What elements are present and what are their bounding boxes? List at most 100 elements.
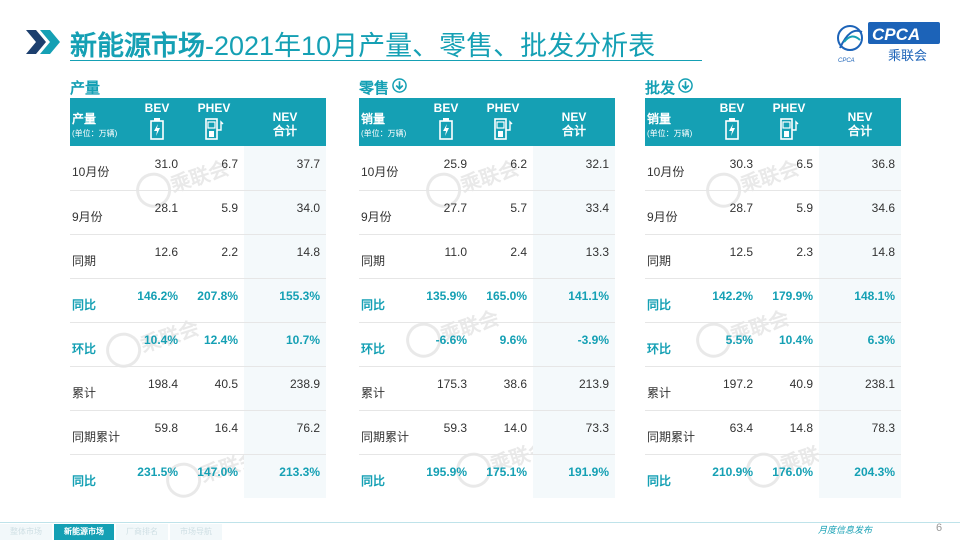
table-row: 同期累计 59.8 16.4 76.2: [70, 410, 326, 455]
table-row: 9月份 28.7 5.9 34.6: [645, 190, 901, 235]
table-row: 累计 197.2 40.9 238.1: [645, 366, 901, 411]
row-label: 同比: [72, 473, 97, 488]
bev-value: 12.6: [130, 234, 184, 279]
nev-header: NEV 合计: [819, 98, 901, 146]
bev-value: 11.0: [419, 234, 473, 279]
panel-title: 批发: [645, 76, 901, 98]
nev-value: 34.6: [819, 190, 901, 235]
header-label: 销量: [647, 112, 672, 126]
row-label: 环比: [70, 322, 130, 367]
nev-value: 33.4: [533, 190, 615, 235]
page-number: 6: [936, 522, 943, 534]
table-row: 环比 5.5% 10.4% 6.3%: [645, 322, 901, 367]
nev-value: 34.0: [244, 190, 326, 235]
phev-header: PHEV: [759, 98, 819, 146]
table-row: 同比 210.9% 176.0% 204.3%: [645, 454, 901, 498]
logo-subtext: 乘联会: [888, 49, 927, 64]
table-row: 9月份 27.7 5.7 33.4: [359, 190, 615, 235]
unit-label: (单位：万辆): [72, 129, 118, 138]
nev-value: -3.9%: [533, 322, 615, 367]
bev-value: 28.1: [130, 190, 184, 235]
phev-value: 6.7: [184, 146, 244, 191]
page-title: 新能源市场-2021年10月产量、零售、批发分析表: [70, 24, 655, 63]
nev-value: 78.3: [819, 410, 901, 455]
bev-value: 30.3: [705, 146, 759, 191]
bev-value: 135.9%: [419, 278, 473, 323]
panel-title: 产量: [70, 76, 326, 98]
nev-value: 32.1: [533, 146, 615, 191]
row-header-cell: 销量 (单位：万辆): [645, 98, 705, 146]
panel-title-text: 零售: [359, 79, 390, 97]
nev-value: 191.9%: [533, 454, 615, 498]
phev-label: PHEV: [486, 101, 520, 115]
row-label: 同比: [359, 278, 419, 323]
row-label: 9月份: [70, 190, 130, 235]
bev-value: -6.6%: [419, 322, 473, 367]
footer-nav: 整体市场 新能源市场 厂商排名 市场导航: [0, 524, 224, 540]
phev-value: 10.4%: [759, 322, 819, 367]
footer-nav-item[interactable]: 厂商排名: [116, 524, 168, 540]
row-header-cell: 产量 (单位：万辆): [70, 98, 130, 146]
bev-value: 28.7: [705, 190, 759, 235]
phev-value: 179.9%: [759, 278, 819, 323]
nev-value: 37.7: [244, 146, 326, 191]
phev-value: 175.1%: [486, 465, 527, 480]
bev-label: BEV: [433, 101, 459, 115]
data-table: 销量 (单位：万辆) BEV PHEV NEV 合计 10月份 25.9 6.2 32.1 9月份 2…: [359, 98, 615, 498]
footer-caption: 月度信息发布: [818, 525, 873, 535]
bev-value: 25.9: [419, 146, 473, 191]
table-row: 累计 198.4 40.5 238.9: [70, 366, 326, 411]
nev-value: 155.3%: [244, 278, 326, 323]
bev-value: 31.0: [130, 146, 184, 191]
table-row: 同比 146.2% 207.8% 155.3%: [70, 278, 326, 323]
footer: 整体市场 新能源市场 厂商排名 市场导航 月度信息发布 6: [0, 518, 960, 540]
row-label: 同期累计: [645, 410, 705, 455]
footer-nav-item[interactable]: 新能源市场: [54, 524, 114, 540]
nev-header: NEV 合计: [533, 98, 615, 146]
footer-nav-item[interactable]: 整体市场: [0, 524, 52, 540]
phev-value: 2.2: [184, 234, 244, 279]
row-label: 同期: [359, 234, 419, 279]
phev-value: 9.6%: [473, 322, 533, 367]
table-row: 10月份 31.0 6.7 37.7: [70, 146, 326, 191]
down-arrow-circle-icon: [675, 77, 693, 97]
row-header-cell: 销量 (单位：万辆): [359, 98, 419, 146]
phev-value: 147.0%: [197, 465, 238, 480]
table-row: 同比 231.5% 147.0% 213.3%: [70, 454, 326, 498]
row-label: 10月份: [359, 146, 419, 191]
bev-value: 142.2%: [705, 278, 759, 323]
phev-value: 40.5: [184, 366, 244, 411]
row-label: 10月份: [70, 146, 130, 191]
slide-header: 新能源市场-2021年10月产量、零售、批发分析表 CPCA 乘联会 CPCA: [0, 0, 960, 66]
nev-value: 36.8: [819, 146, 901, 191]
bev-value: 59.3: [419, 410, 473, 455]
header-label: 产量: [72, 112, 97, 126]
table-row: 同比 135.9% 165.0% 141.1%: [359, 278, 615, 323]
fuel-pump-icon: [473, 118, 533, 140]
header-label: 销量: [361, 112, 386, 126]
phev-value: 5.9: [759, 190, 819, 235]
phev-value: 14.0: [473, 410, 533, 455]
nev-value: 10.7%: [244, 322, 326, 367]
footer-nav-item[interactable]: 市场导航: [170, 524, 222, 540]
bev-value: 10.4%: [130, 322, 184, 367]
double-chevron-icon: [26, 30, 60, 54]
logo-small-text: CPCA: [838, 58, 855, 64]
table-row: 9月份 28.1 5.9 34.0: [70, 190, 326, 235]
data-table: 产量 (单位：万辆) BEV PHEV NEV 合计 10月份 31.0 6.7 37.7 9月份 2…: [70, 98, 326, 498]
table-row: 同期累计 63.4 14.8 78.3: [645, 410, 901, 455]
fuel-pump-icon: [759, 118, 819, 140]
row-label: 9月份: [359, 190, 419, 235]
title-underline: [70, 60, 702, 61]
bev-label: BEV: [719, 101, 745, 115]
bev-value: 5.5%: [705, 322, 759, 367]
bev-value: 27.7: [419, 190, 473, 235]
page-title-rest: -2021年10月产量、零售、批发分析表: [205, 31, 656, 61]
nev-header: NEV 合计: [244, 98, 326, 146]
phev-header: PHEV: [184, 98, 244, 146]
row-label: 同比: [361, 473, 386, 488]
nev-value: 13.3: [533, 234, 615, 279]
phev-value: 16.4: [184, 410, 244, 455]
row-label: 同期累计: [70, 410, 130, 455]
page-title-bold: 新能源市场: [70, 31, 205, 61]
